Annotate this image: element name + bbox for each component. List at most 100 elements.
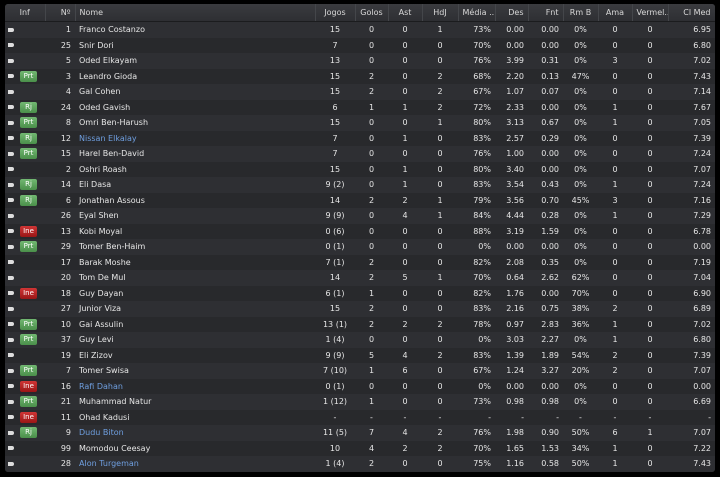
status-badge[interactable]: Rj xyxy=(20,132,37,144)
player-name[interactable]: Tomer Ben-Haim xyxy=(75,239,315,255)
table-row[interactable]: 25 Snir Dori 7 0 0 0 70% 0.00 0.00 0% 0 0 6.80 xyxy=(5,37,715,53)
player-name[interactable]: Junior Viza xyxy=(75,301,315,317)
row-arrow-icon[interactable] xyxy=(8,151,14,156)
status-badge[interactable]: Ine xyxy=(20,380,37,392)
status-badge[interactable]: Prt xyxy=(20,241,37,253)
table-row[interactable]: Ine 16 Rafi Dahan 0 (1) 0 0 0 0% 0.00 0.00 0% 0 0 0.0… xyxy=(5,378,715,394)
player-name[interactable]: Eli Dasa xyxy=(75,177,315,193)
row-arrow-icon[interactable] xyxy=(8,322,14,327)
status-badge[interactable]: Prt xyxy=(20,318,37,330)
status-badge[interactable]: Ine xyxy=(20,225,37,237)
status-badge[interactable]: Rj xyxy=(20,179,37,191)
table-row[interactable]: 28 Alon Turgeman 1 (4) 2 0 0 75% 1.16 0.58 50% 1 0 7… xyxy=(5,456,715,472)
table-row[interactable]: Prt 29 Tomer Ben-Haim 0 (1) 0 0 0 0% 0.00 0.00 0% 0… xyxy=(5,239,715,255)
player-name[interactable]: Muhammad Natur xyxy=(75,394,315,410)
row-arrow-icon[interactable] xyxy=(8,291,14,296)
row-arrow-icon[interactable] xyxy=(8,384,14,389)
player-name[interactable]: Snir Dori xyxy=(75,37,315,53)
player-name[interactable]: Jonathan Assous xyxy=(75,192,315,208)
row-arrow-icon[interactable] xyxy=(8,368,14,373)
row-arrow-icon[interactable] xyxy=(8,74,14,79)
row-arrow-icon[interactable] xyxy=(8,353,14,358)
player-name[interactable]: Rafi Dahan xyxy=(75,378,315,394)
column-header-fnt[interactable]: Fnt xyxy=(528,4,564,22)
table-row[interactable]: 19 Eli Zizov 9 (9) 5 4 2 83% 1.39 1.89 54% 2 0 7.39 xyxy=(5,347,715,363)
player-name[interactable]: Alon Turgeman xyxy=(75,456,315,472)
table-row[interactable]: 27 Junior Viza 15 2 0 0 83% 2.16 0.75 38% 2 0 6.89 xyxy=(5,301,715,317)
table-row[interactable]: Rj 14 Eli Dasa 9 (2) 0 1 0 83% 3.54 0.43 0% 1 0 7.24 xyxy=(5,177,715,193)
player-name[interactable]: Harel Ben-David xyxy=(75,146,315,162)
row-arrow-icon[interactable] xyxy=(8,105,14,110)
player-name[interactable]: Eli Zizov xyxy=(75,347,315,363)
row-arrow-icon[interactable] xyxy=(8,120,14,125)
table-row[interactable]: Prt 3 Leandro Gioda 15 2 0 2 68% 2.20 0.13 47% 0 0 7.… xyxy=(5,68,715,84)
row-arrow-icon[interactable] xyxy=(8,213,14,218)
table-row[interactable]: Rj 12 Nissan Elkalay 7 0 1 0 83% 2.57 0.29 0% 0 0 7.3… xyxy=(5,130,715,146)
status-badge[interactable]: Prt xyxy=(20,148,37,160)
column-header-hdj[interactable]: HdJ xyxy=(422,4,459,22)
table-row[interactable]: Rj 24 Oded Gavish 6 1 1 2 72% 2.33 0.00 0% 1 0 7.67 xyxy=(5,99,715,115)
table-row[interactable]: 4 Gal Cohen 15 2 0 2 67% 1.07 0.07 0% 0 0 7.14 xyxy=(5,84,715,100)
status-badge[interactable]: Prt xyxy=(20,365,37,377)
table-row[interactable]: Prt 7 Tomer Swisa 7 (10) 1 6 0 67% 1.24 3.27 20% 2 0… xyxy=(5,363,715,379)
table-row[interactable]: 17 Barak Moshe 7 (1) 2 0 0 82% 2.08 0.35 0% 0 0 7.19 xyxy=(5,254,715,270)
status-badge[interactable]: Ine xyxy=(20,411,37,423)
player-name[interactable]: Franco Costanzo xyxy=(75,21,315,38)
table-row[interactable]: Prt 21 Muhammad Natur 1 (12) 1 0 0 73% 0.98 0.98 0… xyxy=(5,394,715,410)
table-row[interactable]: 1 Franco Costanzo 15 0 0 1 73% 0.00 0.00 0% 0 0 6.95 xyxy=(5,21,715,38)
row-arrow-icon[interactable] xyxy=(8,461,14,466)
row-arrow-icon[interactable] xyxy=(8,198,14,203)
row-arrow-icon[interactable] xyxy=(8,337,14,342)
player-name[interactable]: Guy Dayan xyxy=(75,285,315,301)
row-arrow-icon[interactable] xyxy=(8,275,14,280)
player-name[interactable]: Leandro Gioda xyxy=(75,68,315,84)
column-header-cl-med[interactable]: Cl Med xyxy=(668,4,715,22)
column-header-ast[interactable]: Ast xyxy=(388,4,423,22)
status-badge[interactable]: Rj xyxy=(20,194,37,206)
status-badge[interactable]: Rj xyxy=(20,427,37,439)
column-header-media[interactable]: Média .. xyxy=(458,4,496,22)
status-badge[interactable]: Prt xyxy=(20,70,37,82)
table-row[interactable]: 2 Oshri Roash 15 0 1 0 80% 3.40 0.00 0% 0 0 7.07 xyxy=(5,161,715,177)
player-name[interactable]: Eyal Shen xyxy=(75,208,315,224)
row-arrow-icon[interactable] xyxy=(8,399,14,404)
column-header-jogos[interactable]: Jogos xyxy=(315,4,356,22)
row-arrow-icon[interactable] xyxy=(8,430,14,435)
column-header-ama[interactable]: Ama xyxy=(598,4,633,22)
column-header-inf[interactable]: Inf xyxy=(5,4,46,22)
player-name[interactable]: Ohad Kadusi xyxy=(75,409,315,425)
player-name[interactable]: Tomer Swisa xyxy=(75,363,315,379)
player-name[interactable]: Oded Elkayam xyxy=(75,53,315,69)
player-name[interactable]: Gai Assulin xyxy=(75,316,315,332)
table-row[interactable]: Ine 13 Kobi Moyal 0 (6) 0 0 0 88% 3.19 1.59 0% 0 0 6.… xyxy=(5,223,715,239)
table-row[interactable]: 26 Eyal Shen 9 (9) 0 4 1 84% 4.44 0.28 0% 1 0 7.29 xyxy=(5,208,715,224)
table-row[interactable]: Rj 9 Dudu Biton 11 (5) 7 4 2 76% 1.98 0.90 50% 6 1 7.… xyxy=(5,425,715,441)
status-badge[interactable]: Rj xyxy=(20,101,37,113)
table-row[interactable]: Ine 11 Ohad Kadusi - - - - - - - - - - - xyxy=(5,409,715,425)
player-name[interactable]: Barak Moshe xyxy=(75,254,315,270)
column-header-name[interactable]: Nome xyxy=(75,4,316,22)
row-arrow-icon[interactable] xyxy=(8,89,14,94)
column-header-des[interactable]: Des xyxy=(495,4,529,22)
row-arrow-icon[interactable] xyxy=(8,136,14,141)
player-name[interactable]: Momodou Ceesay xyxy=(75,440,315,456)
column-header-number[interactable]: Nº xyxy=(45,4,76,22)
row-arrow-icon[interactable] xyxy=(8,229,14,234)
status-badge[interactable]: Ine xyxy=(20,287,37,299)
player-name[interactable]: Oshri Roash xyxy=(75,161,315,177)
row-arrow-icon[interactable] xyxy=(8,58,14,63)
player-name[interactable]: Dudu Biton xyxy=(75,425,315,441)
row-arrow-icon[interactable] xyxy=(8,415,14,420)
table-row[interactable]: Prt 15 Harel Ben-David 7 0 0 0 76% 1.00 0.00 0% 0 0 7… xyxy=(5,146,715,162)
table-row[interactable]: Ine 18 Guy Dayan 6 (1) 1 0 0 82% 1.76 0.00 70% 0 0 6.… xyxy=(5,285,715,301)
row-arrow-icon[interactable] xyxy=(8,182,14,187)
table-row[interactable]: 5 Oded Elkayam 13 0 0 0 76% 3.99 0.31 0% 3 0 7.02 xyxy=(5,53,715,69)
row-arrow-icon[interactable] xyxy=(8,260,14,265)
player-name[interactable]: Gal Cohen xyxy=(75,84,315,100)
player-name[interactable]: Nissan Elkalay xyxy=(75,130,315,146)
row-arrow-icon[interactable] xyxy=(8,446,14,451)
player-name[interactable]: Guy Levi xyxy=(75,332,315,348)
table-row[interactable]: Prt 8 Omri Ben-Harush 15 0 0 1 80% 3.13 0.67 0% 1 0 7… xyxy=(5,115,715,131)
player-name[interactable]: Oded Gavish xyxy=(75,99,315,115)
row-arrow-icon[interactable] xyxy=(8,306,14,311)
